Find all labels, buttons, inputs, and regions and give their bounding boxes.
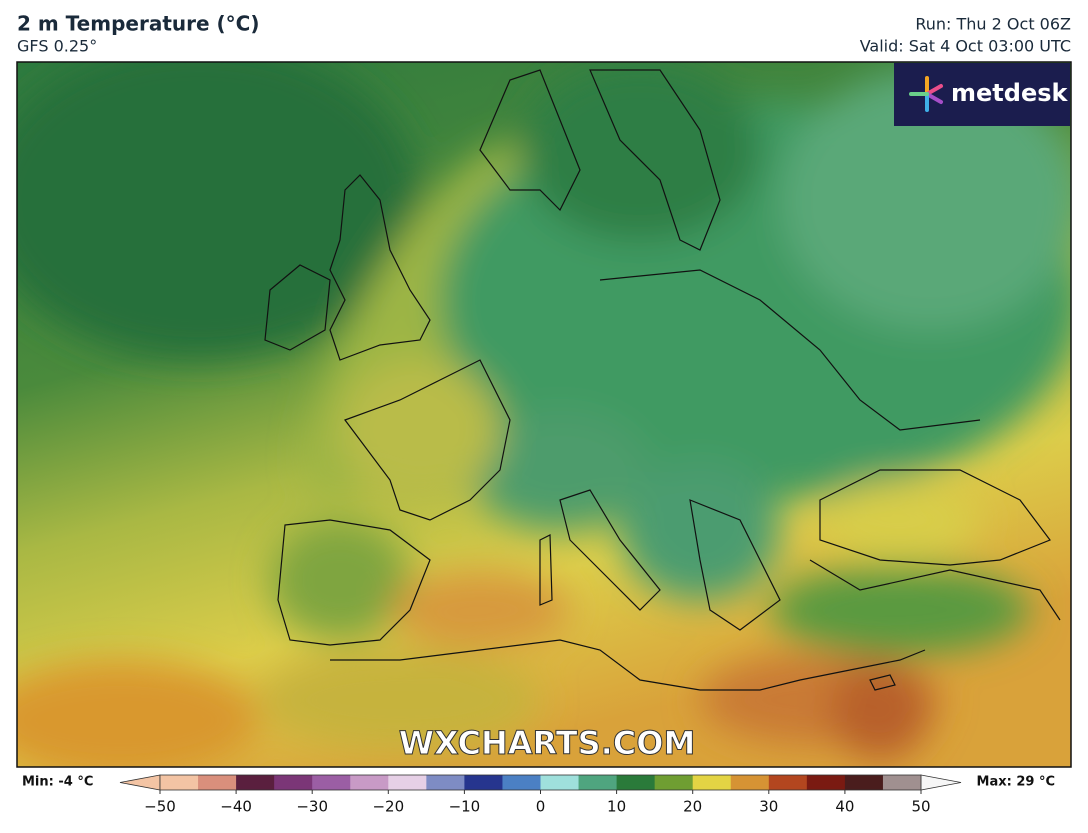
- map-field: [17, 62, 1071, 767]
- colorbar-swatch: [160, 775, 199, 790]
- watermark: WXCHARTS.COM: [399, 724, 696, 762]
- colorbar-tick-label: 30: [759, 798, 778, 816]
- legend-max: Max: 29 °C: [977, 775, 1055, 790]
- colorbar-tick-label: 20: [683, 798, 702, 816]
- colorbar-tick-label: 10: [607, 798, 626, 816]
- colorbar-swatch: [312, 775, 351, 790]
- colorbar-swatch: [578, 775, 618, 790]
- colorbar-end-high: [920, 774, 962, 791]
- colorbar-swatch: [388, 775, 427, 790]
- colorbar-tick-label: −30: [296, 798, 328, 816]
- model-label: GFS 0.25°: [17, 37, 97, 56]
- colorbar-swatch: [768, 775, 808, 790]
- colorbar-swatch: [730, 775, 770, 790]
- colorbar-end-low: [119, 774, 161, 791]
- run-time: Run: Thu 2 Oct 06Z: [915, 15, 1071, 34]
- colorbar-tick-label: −40: [220, 798, 252, 816]
- colorbar-swatch: [882, 775, 922, 790]
- colorbar-swatch: [464, 775, 503, 790]
- legend-min: Min: -4 °C: [22, 775, 93, 790]
- colorbar-tick-label: −20: [372, 798, 404, 816]
- colorbar-swatch: [616, 775, 656, 790]
- colorbar-tick-label: −10: [449, 798, 481, 816]
- colorbar-swatch: [236, 775, 275, 790]
- colorbar-swatch: [198, 775, 237, 790]
- colorbar-tick-label: 40: [835, 798, 854, 816]
- colorbar-tick-label: 50: [911, 798, 930, 816]
- logo-icon: [909, 76, 943, 112]
- map-frame: [16, 61, 1072, 768]
- colorbar-swatch: [540, 775, 580, 790]
- colorbar-swatch: [806, 775, 846, 790]
- colorbar-swatch: [844, 775, 884, 790]
- colorbar-tick-label: 0: [536, 798, 546, 816]
- colorbar: −50 −40 −30 −20 −10 0 10 20 30 40 50: [119, 774, 962, 816]
- colorbar-swatch: [426, 775, 465, 790]
- logo-text: metdesk: [951, 79, 1069, 107]
- colorbar-tick-label: −50: [144, 798, 176, 816]
- colorbar-swatch: [692, 775, 732, 790]
- colorbar-swatch: [274, 775, 313, 790]
- colorbar-swatch: [654, 775, 694, 790]
- valid-time: Valid: Sat 4 Oct 03:00 UTC: [860, 37, 1071, 56]
- title: 2 m Temperature (°C): [17, 12, 259, 36]
- colorbar-swatch: [350, 775, 389, 790]
- colorbar-swatch: [502, 775, 541, 790]
